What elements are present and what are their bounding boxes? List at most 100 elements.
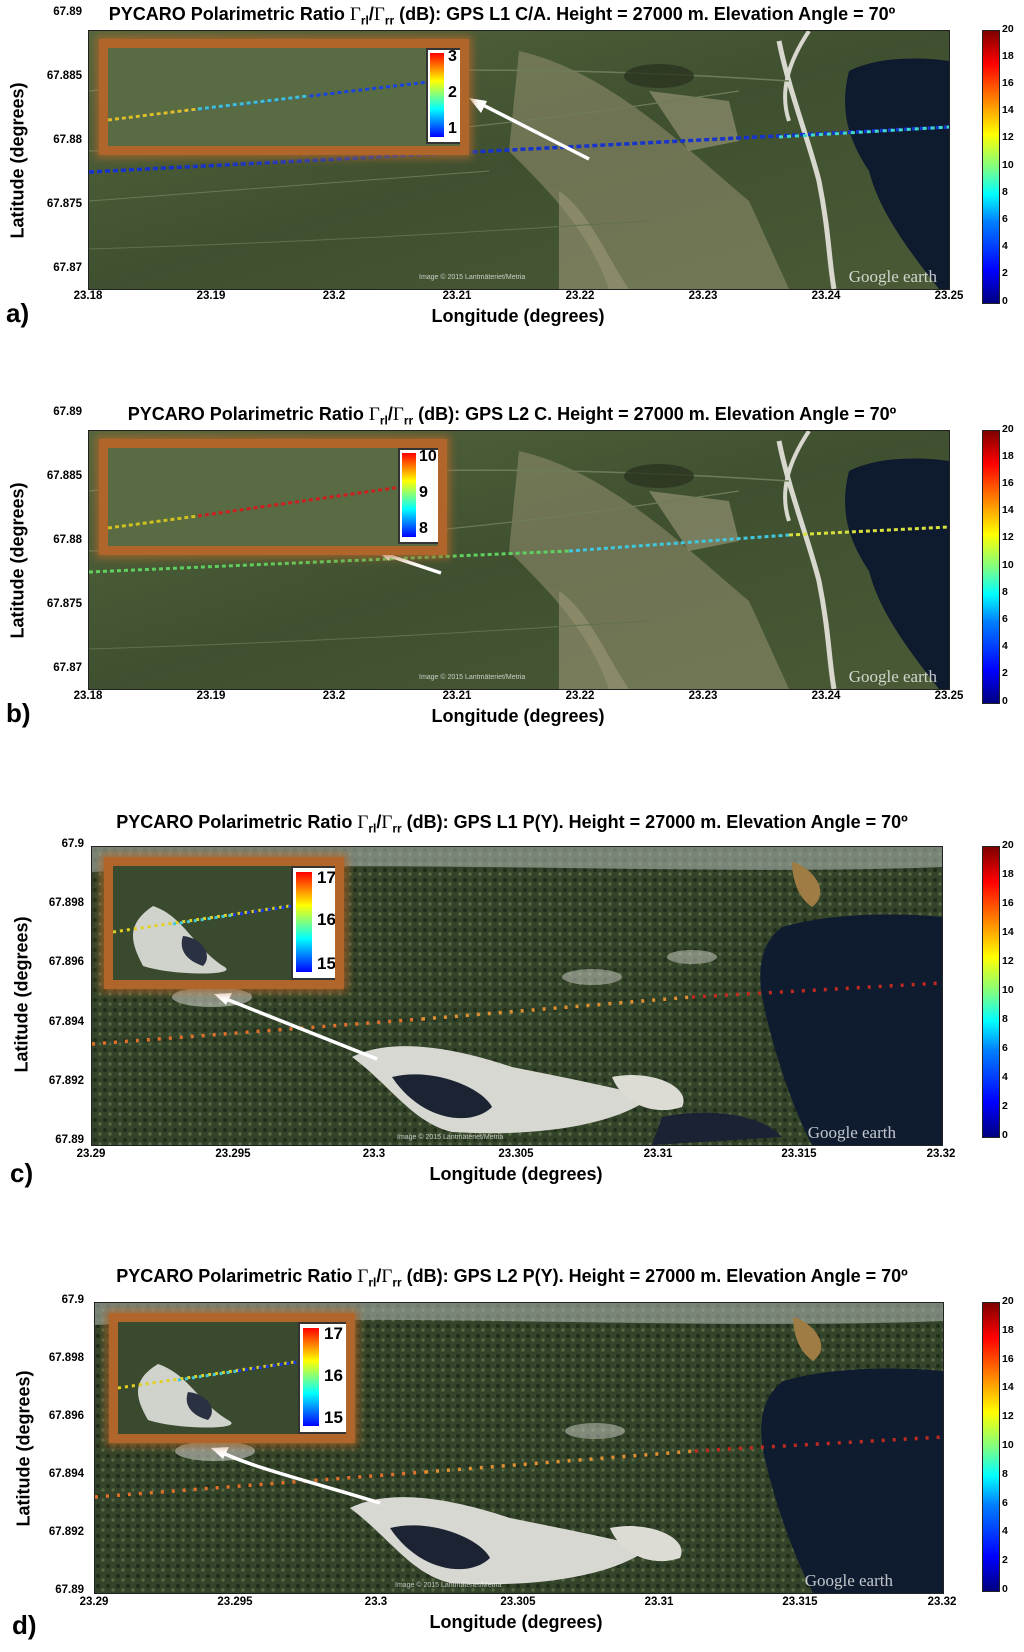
y-tick: 67.875	[46, 198, 82, 210]
y-axis-label: Latitude (degrees)	[7, 82, 28, 239]
y-tick: 67.88	[53, 534, 82, 546]
inset-colorbar: 10 9 8	[398, 448, 438, 544]
x-tick: 23.315	[781, 1148, 817, 1160]
inset-colorbar: 17 16 15	[291, 866, 336, 980]
colorbar	[982, 30, 1000, 304]
x-tick: 23.315	[782, 1596, 818, 1608]
panel-a: PYCARO Polarimetric Ratio Γrl/Γrr (dB): …	[0, 0, 1024, 330]
colorbar-tick: 8	[1002, 1013, 1008, 1025]
colorbar-tick: 20	[1002, 423, 1014, 435]
colorbar	[982, 846, 1000, 1138]
inset-tick-max: 17	[324, 1324, 343, 1343]
x-tick: 23.29	[76, 1148, 106, 1160]
x-tick: 23.24	[811, 690, 841, 702]
inset-tick-mid: 9	[419, 484, 428, 501]
colorbar-tick: 2	[1002, 1554, 1008, 1566]
x-tick: 23.32	[926, 1148, 956, 1160]
x-tick: 23.24	[811, 290, 841, 302]
colorbar-tick: 12	[1002, 531, 1014, 543]
x-tick: 23.295	[215, 1148, 251, 1160]
y-tick: 67.89	[55, 1134, 84, 1146]
y-tick: 67.88	[53, 134, 82, 146]
y-tick: 67.892	[48, 1075, 84, 1087]
inset-tick-min: 8	[419, 520, 428, 537]
x-tick: 23.31	[643, 1148, 673, 1160]
x-axis-label: Longitude (degrees)	[431, 306, 605, 326]
image-credit: Image © 2015 Lantmäteriet/Metria	[397, 1134, 504, 1141]
y-tick: 67.892	[48, 1526, 84, 1538]
x-tick: 23.31	[644, 1596, 674, 1608]
y-tick: 67.89	[55, 1584, 84, 1596]
colorbar-tick: 20	[1002, 1295, 1014, 1307]
inset-tick-max: 3	[448, 48, 457, 65]
x-tick: 23.21	[442, 290, 472, 302]
x-tick: 23.305	[500, 1596, 536, 1608]
inset-tick-mid: 16	[324, 1366, 343, 1385]
colorbar-tick: 2	[1002, 1100, 1008, 1112]
colorbar-tick: 20	[1002, 23, 1014, 35]
inset-tick-mid: 16	[317, 910, 336, 929]
x-tick: 23.23	[688, 690, 718, 702]
colorbar-tick: 10	[1002, 159, 1014, 171]
colorbar-tick: 4	[1002, 240, 1008, 252]
google-earth-watermark: Google earth	[804, 1571, 893, 1590]
x-axis-label: Longitude (degrees)	[429, 1612, 603, 1632]
inset-tick-mid: 2	[448, 84, 457, 101]
x-tick: 23.3	[362, 1148, 386, 1160]
y-tick: 67.898	[48, 897, 84, 909]
panel-label: d)	[12, 1610, 37, 1640]
y-tick: 67.894	[48, 1468, 84, 1480]
image-credit: Image © 2015 Lantmäteriet/Metria	[419, 674, 526, 681]
y-axis-label: Latitude (degrees)	[13, 1370, 34, 1527]
inset-colorbar: 17 16 15	[298, 1322, 346, 1434]
x-tick: 23.295	[217, 1596, 253, 1608]
y-tick: 67.9	[61, 838, 84, 850]
colorbar-tick: 6	[1002, 213, 1008, 225]
colorbar-tick: 20	[1002, 839, 1014, 851]
colorbar-tick: 18	[1002, 50, 1014, 62]
x-tick: 23.19	[196, 290, 226, 302]
y-axis-label: Latitude (degrees)	[11, 916, 32, 1073]
inset-colorbar: 3 2 1	[426, 48, 460, 144]
panel-title: PYCARO Polarimetric Ratio Γrl/Γrr (dB): …	[116, 1266, 908, 1290]
colorbar-tick: 6	[1002, 1497, 1008, 1509]
colorbar	[982, 430, 1000, 704]
colorbar-tick: 10	[1002, 1439, 1014, 1451]
colorbar-tick: 2	[1002, 667, 1008, 679]
colorbar-tick: 16	[1002, 77, 1014, 89]
y-tick: 67.875	[46, 598, 82, 610]
x-tick: 23.22	[565, 690, 595, 702]
colorbar-tick: 16	[1002, 1353, 1014, 1365]
colorbar-tick: 6	[1002, 1042, 1008, 1054]
colorbar-tick: 4	[1002, 1071, 1008, 1083]
colorbar-tick: 8	[1002, 186, 1008, 198]
x-tick: 23.32	[927, 1596, 957, 1608]
colorbar-tick: 0	[1002, 295, 1008, 307]
colorbar-tick: 2	[1002, 267, 1008, 279]
panel-title: PYCARO Polarimetric Ratio Γrl/Γrr (dB): …	[116, 812, 908, 836]
panel-label: c)	[10, 1158, 34, 1188]
colorbar-tick: 14	[1002, 504, 1014, 516]
x-tick: 23.25	[934, 290, 964, 302]
google-earth-watermark: Google earth	[848, 667, 937, 686]
google-earth-watermark: Google earth	[848, 267, 937, 286]
x-axis-label: Longitude (degrees)	[429, 1164, 603, 1184]
colorbar-tick: 18	[1002, 1324, 1014, 1336]
colorbar-tick: 0	[1002, 1583, 1008, 1595]
colorbar-tick: 0	[1002, 1129, 1008, 1141]
x-tick: 23.2	[322, 690, 346, 702]
inset-track	[108, 484, 409, 530]
inset-tick-max: 10	[419, 448, 437, 465]
zoom-inset: 10 9 8	[99, 439, 447, 555]
x-tick: 23.21	[442, 690, 472, 702]
panel-title: PYCARO Polarimetric Ratio Γrl/Γrr (dB): …	[108, 4, 896, 28]
colorbar-tick: 18	[1002, 450, 1014, 462]
x-tick: 23.23	[688, 290, 718, 302]
x-tick: 23.305	[498, 1148, 534, 1160]
satellite-imagery	[92, 847, 942, 1145]
x-tick: 23.3	[364, 1596, 388, 1608]
y-tick: 67.885	[46, 470, 82, 482]
x-axis-label: Longitude (degrees)	[431, 706, 605, 726]
y-tick: 67.89	[53, 406, 82, 418]
inset-tick-min: 1	[448, 120, 457, 137]
